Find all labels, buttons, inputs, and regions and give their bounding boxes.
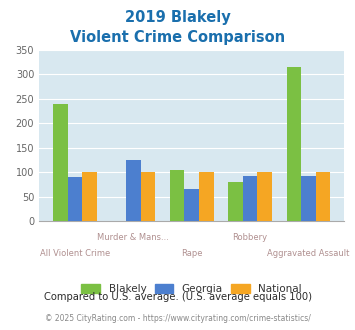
- Bar: [228, 182, 243, 221]
- Bar: [243, 176, 257, 221]
- Bar: [257, 172, 272, 221]
- Text: Violent Crime Comparison: Violent Crime Comparison: [70, 30, 285, 45]
- Bar: [141, 172, 155, 221]
- Bar: [316, 172, 331, 221]
- Bar: [286, 67, 301, 221]
- Bar: [82, 172, 97, 221]
- Bar: [184, 189, 199, 221]
- Text: Robbery: Robbery: [233, 233, 268, 242]
- Text: Murder & Mans...: Murder & Mans...: [97, 233, 169, 242]
- Bar: [67, 177, 82, 221]
- Bar: [126, 160, 141, 221]
- Text: 2019 Blakely: 2019 Blakely: [125, 10, 230, 25]
- Bar: [170, 170, 184, 221]
- Bar: [199, 172, 214, 221]
- Legend: Blakely, Georgia, National: Blakely, Georgia, National: [77, 280, 306, 298]
- Bar: [301, 176, 316, 221]
- Text: All Violent Crime: All Violent Crime: [40, 248, 110, 257]
- Text: Compared to U.S. average. (U.S. average equals 100): Compared to U.S. average. (U.S. average …: [44, 292, 311, 302]
- Text: © 2025 CityRating.com - https://www.cityrating.com/crime-statistics/: © 2025 CityRating.com - https://www.city…: [45, 314, 310, 323]
- Bar: [53, 104, 67, 221]
- Text: Aggravated Assault: Aggravated Assault: [267, 248, 350, 257]
- Text: Rape: Rape: [181, 248, 202, 257]
